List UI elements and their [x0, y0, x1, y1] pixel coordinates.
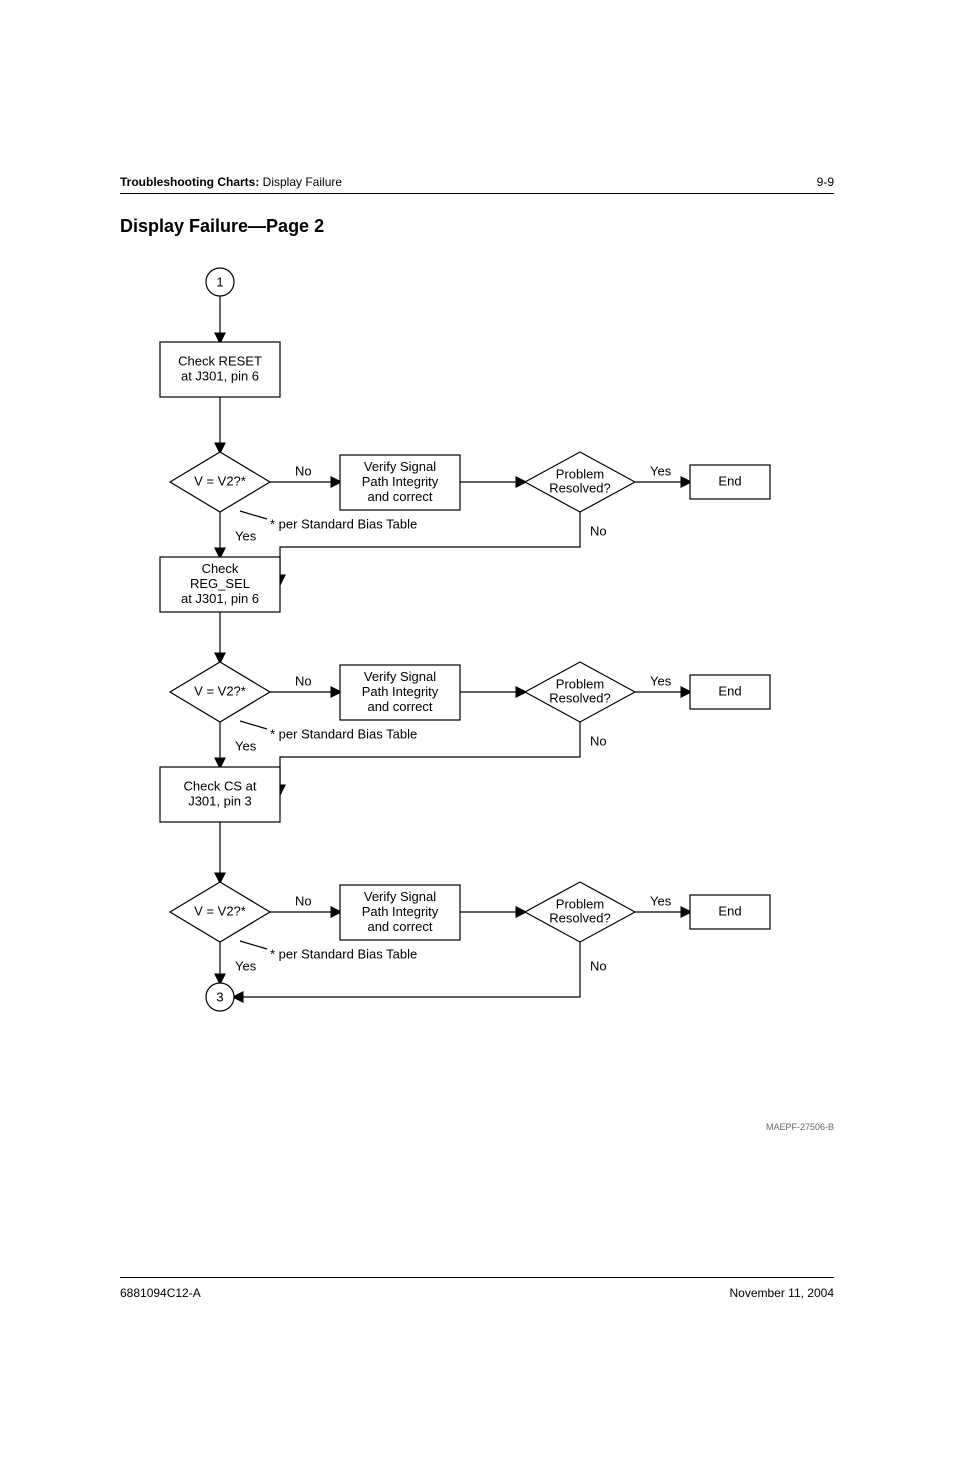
- svg-text:No: No: [590, 958, 607, 973]
- svg-text:Yes: Yes: [235, 738, 257, 753]
- svg-text:No: No: [295, 893, 312, 908]
- svg-text:Check CS at: Check CS at: [184, 778, 257, 793]
- svg-text:at J301, pin 6: at J301, pin 6: [181, 591, 259, 606]
- header-page-num: 9-9: [817, 175, 834, 189]
- svg-text:End: End: [718, 473, 741, 488]
- svg-text:V = V2?*: V = V2?*: [194, 473, 246, 488]
- svg-text:No: No: [295, 463, 312, 478]
- svg-text:* per Standard Bias Table: * per Standard Bias Table: [270, 726, 417, 741]
- svg-text:* per Standard Bias Table: * per Standard Bias Table: [270, 516, 417, 531]
- svg-text:Yes: Yes: [650, 673, 672, 688]
- svg-text:and correct: and correct: [367, 919, 432, 934]
- svg-text:Yes: Yes: [650, 893, 672, 908]
- svg-text:No: No: [295, 673, 312, 688]
- footer-right: November 11, 2004: [729, 1286, 834, 1300]
- svg-text:Problem: Problem: [556, 896, 604, 911]
- svg-text:J301, pin 3: J301, pin 3: [188, 793, 252, 808]
- svg-text:Path Integrity: Path Integrity: [362, 684, 439, 699]
- figure-reference: MAEPF-27506-B: [120, 1122, 834, 1132]
- header-bold: Troubleshooting Charts:: [120, 175, 263, 189]
- header-light: Display Failure: [263, 175, 342, 189]
- svg-text:Verify Signal: Verify Signal: [364, 669, 436, 684]
- header-left: Troubleshooting Charts: Display Failure: [120, 175, 342, 189]
- svg-text:Yes: Yes: [650, 463, 672, 478]
- svg-text:End: End: [718, 683, 741, 698]
- svg-text:Check RESET: Check RESET: [178, 353, 262, 368]
- svg-text:No: No: [590, 733, 607, 748]
- svg-text:and correct: and correct: [367, 699, 432, 714]
- svg-text:and correct: and correct: [367, 489, 432, 504]
- svg-text:REG_SEL: REG_SEL: [190, 576, 250, 591]
- svg-text:Yes: Yes: [235, 958, 257, 973]
- svg-text:at J301, pin 6: at J301, pin 6: [181, 368, 259, 383]
- svg-text:Resolved?: Resolved?: [549, 480, 610, 495]
- svg-text:Verify Signal: Verify Signal: [364, 459, 436, 474]
- page-header: Troubleshooting Charts: Display Failure …: [120, 175, 834, 194]
- svg-text:Verify Signal: Verify Signal: [364, 889, 436, 904]
- section-title: Display Failure—Page 2: [120, 216, 834, 237]
- svg-text:Path Integrity: Path Integrity: [362, 474, 439, 489]
- svg-text:* per Standard Bias Table: * per Standard Bias Table: [270, 946, 417, 961]
- svg-text:V = V2?*: V = V2?*: [194, 683, 246, 698]
- svg-text:Check: Check: [202, 561, 239, 576]
- svg-text:Problem: Problem: [556, 676, 604, 691]
- svg-text:No: No: [590, 523, 607, 538]
- flowchart-container: No Yes No Yes No Yes No Yes No Yes No Yes * per Stan…: [120, 257, 834, 1082]
- svg-text:Path Integrity: Path Integrity: [362, 904, 439, 919]
- footer-left: 6881094C12-A: [120, 1286, 201, 1300]
- svg-text:1: 1: [216, 274, 223, 289]
- svg-text:End: End: [718, 903, 741, 918]
- page-content: Troubleshooting Charts: Display Failure …: [120, 175, 834, 1132]
- page-footer: 6881094C12-A November 11, 2004: [120, 1277, 834, 1300]
- svg-text:Resolved?: Resolved?: [549, 910, 610, 925]
- svg-text:Yes: Yes: [235, 528, 257, 543]
- svg-text:Problem: Problem: [556, 466, 604, 481]
- svg-text:V = V2?*: V = V2?*: [194, 903, 246, 918]
- svg-text:3: 3: [216, 989, 223, 1004]
- flowchart-svg: No Yes No Yes No Yes No Yes No Yes No Yes * per Stan…: [120, 257, 834, 1077]
- svg-text:Resolved?: Resolved?: [549, 690, 610, 705]
